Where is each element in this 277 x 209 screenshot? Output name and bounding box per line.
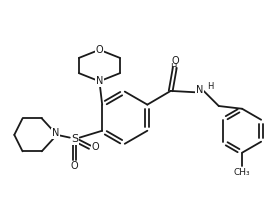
Text: S: S bbox=[71, 134, 78, 144]
Text: N: N bbox=[52, 129, 59, 139]
Text: CH₃: CH₃ bbox=[234, 168, 250, 177]
Text: O: O bbox=[171, 56, 179, 66]
Text: N: N bbox=[96, 76, 103, 86]
Text: O: O bbox=[96, 45, 103, 55]
Text: O: O bbox=[91, 142, 99, 152]
Text: H: H bbox=[207, 82, 213, 91]
Text: N: N bbox=[196, 84, 203, 94]
Text: O: O bbox=[71, 161, 78, 171]
Text: H: H bbox=[170, 62, 177, 71]
